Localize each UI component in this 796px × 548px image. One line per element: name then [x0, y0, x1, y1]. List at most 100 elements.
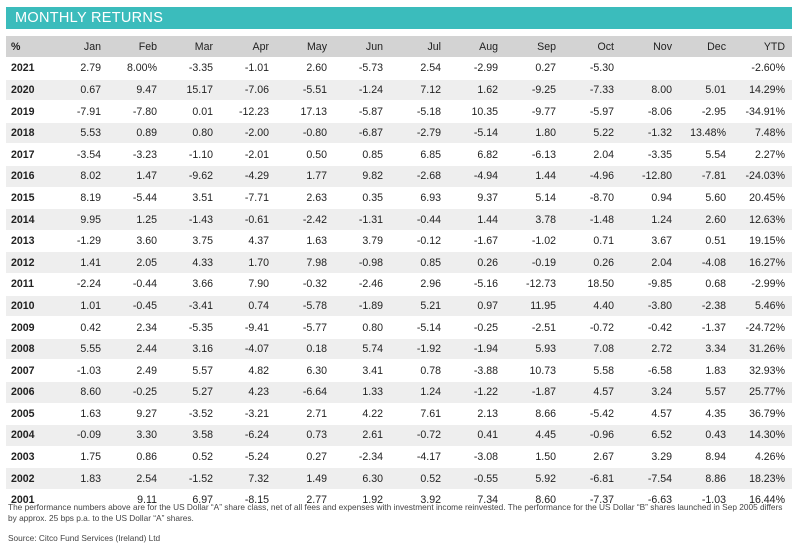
- return-cell: 8.86: [679, 467, 733, 490]
- return-cell: 7.32: [220, 467, 276, 490]
- row-year: 2010: [6, 295, 52, 318]
- ytd-cell: 4.26%: [733, 446, 792, 469]
- table-row: 2003 1.75 0.86 0.52 -5.24 0.27 -2.34 -4.17 -3.08…: [6, 446, 792, 469]
- return-cell: -2.34: [334, 446, 390, 469]
- row-year: 2015: [6, 187, 52, 210]
- return-cell: 3.41: [334, 359, 390, 382]
- return-cell: 7.12: [390, 79, 448, 102]
- return-cell: -4.29: [220, 165, 276, 188]
- return-cell: 0.51: [679, 230, 733, 253]
- return-cell: 4.40: [563, 295, 621, 318]
- return-cell: -0.72: [563, 316, 621, 339]
- ytd-cell: 16.27%: [733, 251, 792, 275]
- ytd-cell: 19.15%: [733, 230, 792, 253]
- return-cell: -4.08: [679, 251, 733, 275]
- return-cell: -1.87: [505, 381, 563, 404]
- return-cell: -1.03: [679, 489, 733, 512]
- return-cell: -12.80: [621, 165, 679, 188]
- table-row: 2012 1.41 2.05 4.33 1.70 7.98 -0.98 0.85 0.26 -0.…: [6, 251, 792, 275]
- return-cell: 4.33: [164, 251, 220, 275]
- return-cell: 1.47: [108, 165, 164, 188]
- table-row: 2018 5.53 0.89 0.80 -2.00 -0.80 -6.87 -2.79 -5.1…: [6, 122, 792, 145]
- ytd-cell: 36.79%: [733, 403, 792, 426]
- return-cell: -8.15: [220, 489, 276, 512]
- return-cell: 0.43: [679, 424, 733, 447]
- return-cell: -7.33: [563, 79, 621, 102]
- return-cell: -0.80: [276, 122, 334, 145]
- column-header: Jan: [52, 36, 108, 59]
- return-cell: 2.60: [276, 57, 334, 80]
- return-cell: 2.61: [334, 424, 390, 447]
- return-cell: -2.42: [276, 208, 334, 231]
- ytd-cell: 20.45%: [733, 187, 792, 210]
- row-year: 2020: [6, 79, 52, 102]
- return-cell: 2.54: [108, 467, 164, 490]
- return-cell: 1.41: [52, 251, 108, 275]
- return-cell: -9.62: [164, 165, 220, 188]
- row-year: 2021: [6, 57, 52, 80]
- return-cell: 4.45: [505, 424, 563, 447]
- return-cell: 4.57: [621, 403, 679, 426]
- return-cell: 6.97: [164, 489, 220, 512]
- return-cell: -3.35: [164, 57, 220, 80]
- return-cell: 4.57: [563, 381, 621, 404]
- source-note: Source: Citco Fund Services (Ireland) Lt…: [8, 533, 161, 543]
- return-cell: 0.97: [448, 295, 505, 318]
- return-cell: -8.70: [563, 187, 621, 210]
- return-cell: 5.22: [563, 122, 621, 145]
- return-cell: -1.32: [621, 122, 679, 145]
- return-cell: 6.52: [621, 424, 679, 447]
- ytd-cell: 31.26%: [733, 338, 792, 361]
- return-cell: 1.77: [276, 165, 334, 188]
- return-cell: 4.22: [334, 403, 390, 426]
- return-cell: 1.80: [505, 122, 563, 145]
- return-cell: 0.85: [390, 251, 448, 275]
- row-year: 2001: [6, 489, 52, 512]
- return-cell: 2.04: [621, 251, 679, 275]
- return-cell: -0.25: [108, 381, 164, 404]
- table-row: 2017 -3.54 -3.23 -1.10 -2.01 0.50 0.85 6.85 6.82…: [6, 143, 792, 167]
- return-cell: -7.54: [621, 467, 679, 490]
- return-cell: 0.80: [334, 316, 390, 339]
- return-cell: -4.07: [220, 338, 276, 361]
- return-cell: 3.24: [621, 381, 679, 404]
- table-row: 2021 2.79 8.00% -3.35 -1.01 2.60 -5.73 2.54 -2.9…: [6, 57, 792, 80]
- return-cell: -2.68: [390, 165, 448, 188]
- return-cell: -3.52: [164, 403, 220, 426]
- return-cell: 2.71: [276, 403, 334, 426]
- column-header: Sep: [505, 36, 563, 59]
- return-cell: 1.75: [52, 446, 108, 469]
- return-cell: 9.27: [108, 403, 164, 426]
- ytd-cell: -2.99%: [733, 273, 792, 296]
- return-cell: -0.09: [52, 424, 108, 447]
- return-cell: -5.24: [220, 446, 276, 469]
- return-cell: 8.60: [52, 381, 108, 404]
- return-cell: -7.91: [52, 100, 108, 123]
- return-cell: 3.34: [679, 338, 733, 361]
- return-cell: 2.13: [448, 403, 505, 426]
- return-cell: 0.73: [276, 424, 334, 447]
- return-cell: -3.54: [52, 143, 108, 167]
- return-cell: -2.00: [220, 122, 276, 145]
- column-header: Oct: [563, 36, 621, 59]
- return-cell: 9.37: [448, 187, 505, 210]
- return-cell: 5.21: [390, 295, 448, 318]
- return-cell: -6.63: [621, 489, 679, 512]
- table-row: 2014 9.95 1.25 -1.43 -0.61 -2.42 -1.31 -0.44 1.4…: [6, 208, 792, 231]
- return-cell: -5.14: [390, 316, 448, 339]
- return-cell: 15.17: [164, 79, 220, 102]
- return-cell: 1.24: [390, 381, 448, 404]
- return-cell: -6.13: [505, 143, 563, 167]
- return-cell: 6.93: [390, 187, 448, 210]
- return-cell: -3.08: [448, 446, 505, 469]
- return-cell: -1.01: [220, 57, 276, 80]
- column-header: Feb: [108, 36, 164, 59]
- column-header: YTD: [733, 36, 792, 59]
- return-cell: 8.19: [52, 187, 108, 210]
- return-cell: -9.25: [505, 79, 563, 102]
- table-row: 2008 5.55 2.44 3.16 -4.07 0.18 5.74 -1.92 -1.94 5…: [6, 338, 792, 361]
- return-cell: 7.98: [276, 251, 334, 275]
- table-row: 2015 8.19 -5.44 3.51 -7.71 2.63 0.35 6.93 9.37 5.…: [6, 187, 792, 210]
- row-year: 2018: [6, 122, 52, 145]
- return-cell: [679, 57, 733, 80]
